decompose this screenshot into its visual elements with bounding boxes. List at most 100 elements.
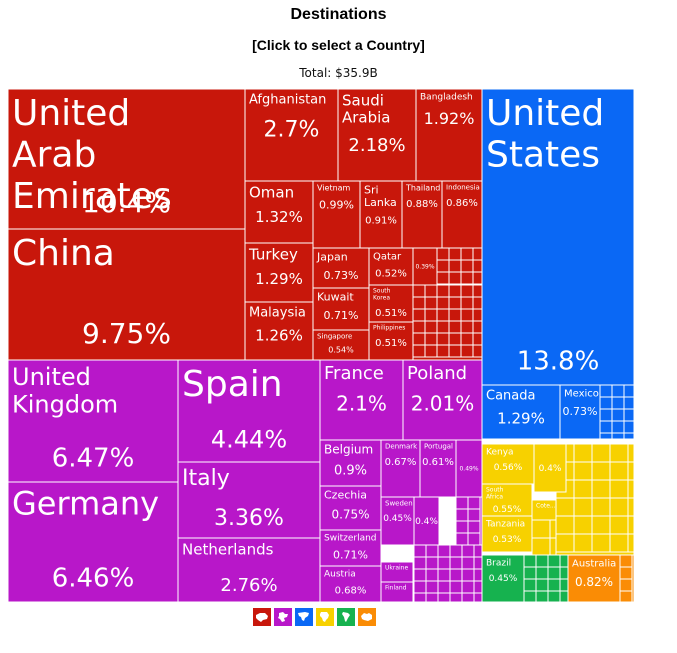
minor-tile[interactable]: [460, 332, 474, 346]
minor-tile[interactable]: [436, 271, 450, 285]
minor-tile[interactable]: [448, 271, 462, 285]
tile-switzerland[interactable]: [319, 529, 382, 567]
minor-tile[interactable]: [609, 533, 629, 553]
minor-tile[interactable]: [436, 308, 450, 322]
minor-tile[interactable]: [424, 308, 438, 322]
tile-netherlands[interactable]: [177, 537, 321, 603]
minor-tile[interactable]: [599, 420, 613, 434]
minor-tile[interactable]: [424, 332, 438, 346]
tile-brazil[interactable]: [481, 554, 525, 603]
minor-tile[interactable]: [619, 590, 633, 603]
minor-tile[interactable]: [425, 556, 439, 570]
minor-tile[interactable]: [627, 479, 635, 499]
minor-tile[interactable]: [449, 556, 463, 570]
tile-turkey[interactable]: [244, 242, 314, 303]
tile-tanzania[interactable]: [481, 515, 533, 553]
minor-tile[interactable]: [460, 344, 474, 358]
minor-tile[interactable]: [467, 496, 481, 510]
minor-tile[interactable]: [523, 566, 537, 580]
tile-saudi-arabia[interactable]: [337, 88, 417, 182]
minor-tile[interactable]: [472, 308, 483, 322]
minor-tile[interactable]: [472, 344, 483, 358]
minor-tile[interactable]: [599, 396, 613, 410]
minor-tile[interactable]: [535, 566, 549, 580]
minor-tile[interactable]: [619, 566, 633, 580]
minor-tile[interactable]: [436, 247, 450, 261]
minor-tile[interactable]: [425, 568, 439, 582]
minor-tile[interactable]: [611, 408, 625, 422]
minor-tile[interactable]: [448, 320, 462, 334]
minor-tile[interactable]: [627, 443, 635, 463]
minor-tile[interactable]: [531, 537, 551, 556]
minor-tile[interactable]: [627, 533, 635, 553]
minor-tile[interactable]: [609, 461, 629, 481]
minor-tile[interactable]: [448, 259, 462, 273]
minor-tile[interactable]: [424, 284, 438, 298]
minor-tile[interactable]: [619, 578, 633, 592]
minor-tile[interactable]: [549, 519, 557, 539]
minor-tile[interactable]: [437, 544, 451, 558]
tile-thailand[interactable]: [401, 180, 443, 249]
legend-south-america[interactable]: [337, 608, 355, 626]
tile-australia[interactable]: [567, 554, 621, 603]
tile-china[interactable]: [7, 228, 246, 361]
minor-tile[interactable]: [547, 578, 561, 592]
tile-germany[interactable]: [7, 481, 179, 603]
minor-tile[interactable]: [467, 508, 481, 522]
tile-belgium[interactable]: [319, 439, 382, 487]
minor-tile[interactable]: [559, 590, 569, 603]
minor-tile[interactable]: [609, 443, 629, 463]
minor-tile[interactable]: [611, 384, 625, 398]
minor-tile[interactable]: [623, 432, 635, 440]
minor-tile[interactable]: [627, 497, 635, 517]
minor-tile[interactable]: [619, 554, 633, 568]
minor-tile[interactable]: [547, 590, 561, 603]
minor-tile[interactable]: [547, 566, 561, 580]
minor-tile[interactable]: [599, 408, 613, 422]
legend-asia[interactable]: [253, 608, 271, 626]
legend-europe[interactable]: [274, 608, 292, 626]
minor-tile[interactable]: [599, 384, 613, 398]
minor-tile[interactable]: [413, 568, 427, 582]
minor-tile[interactable]: [555, 497, 575, 517]
minor-tile[interactable]: [472, 320, 483, 334]
minor-tile[interactable]: [472, 284, 483, 298]
minor-tile[interactable]: [412, 332, 426, 346]
minor-tile[interactable]: [412, 344, 426, 358]
minor-tile[interactable]: [573, 497, 593, 517]
minor-tile[interactable]: [623, 396, 635, 410]
select-country-link[interactable]: [Click to select a Country]: [252, 37, 425, 53]
minor-tile[interactable]: [591, 461, 611, 481]
minor-tile[interactable]: [549, 537, 557, 556]
minor-tile[interactable]: [448, 296, 462, 310]
minor-tile[interactable]: [591, 443, 611, 463]
legend-north-america[interactable]: [295, 608, 313, 626]
minor-tile[interactable]: [424, 344, 438, 358]
tile-spain[interactable]: [177, 359, 321, 463]
minor-tile[interactable]: [448, 344, 462, 358]
minor-tile[interactable]: [611, 432, 625, 440]
legend-africa[interactable]: [316, 608, 334, 626]
minor-tile[interactable]: [425, 544, 439, 558]
minor-tile[interactable]: [472, 296, 483, 310]
tile-mexico[interactable]: [559, 384, 601, 440]
minor-tile[interactable]: [531, 519, 551, 539]
tile-indonesia[interactable]: [441, 180, 483, 249]
tile-south-korea[interactable]: [368, 284, 414, 323]
minor-tile[interactable]: [449, 580, 463, 594]
minor-tile[interactable]: [413, 580, 427, 594]
minor-tile[interactable]: [523, 578, 537, 592]
minor-tile[interactable]: [611, 396, 625, 410]
minor-tile[interactable]: [591, 515, 611, 535]
tile-united-kingdom[interactable]: [7, 359, 179, 483]
tile-portugal[interactable]: [419, 439, 457, 498]
minor-tile[interactable]: [573, 443, 593, 463]
minor-tile[interactable]: [461, 556, 475, 570]
tile-cote[interactable]: [531, 499, 557, 521]
minor-tile[interactable]: [412, 296, 426, 310]
minor-tile[interactable]: [460, 271, 474, 285]
minor-tile[interactable]: [609, 497, 629, 517]
minor-tile[interactable]: [424, 296, 438, 310]
minor-tile[interactable]: [523, 554, 537, 568]
minor-tile[interactable]: [449, 568, 463, 582]
